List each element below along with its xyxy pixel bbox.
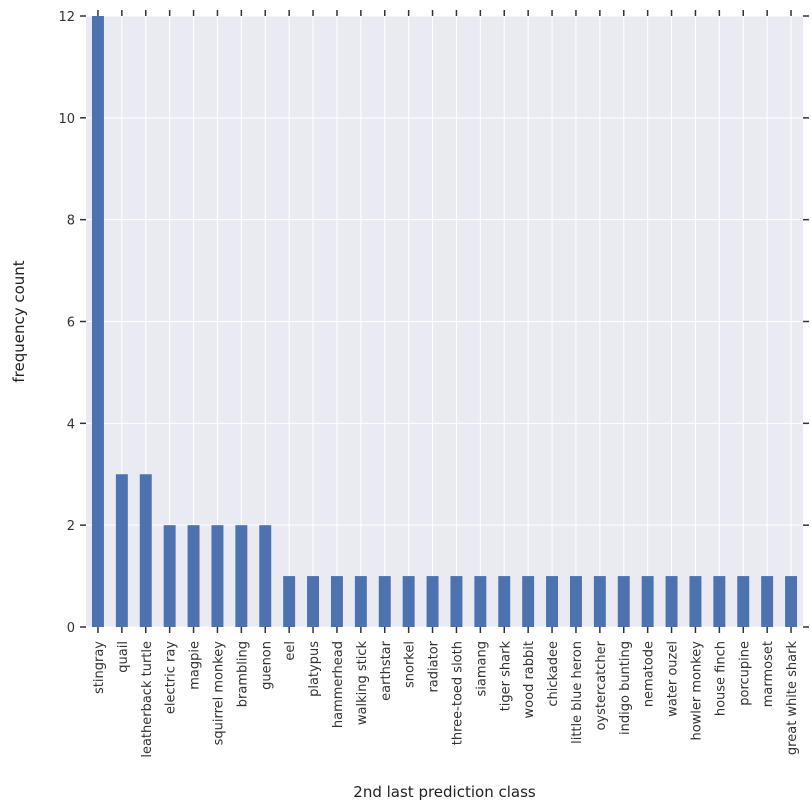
x-tick-label: eel [283, 641, 298, 661]
bar-three-toed-sloth [450, 576, 463, 627]
x-tick-label: electric ray [164, 641, 179, 714]
bar-brambling [235, 525, 248, 627]
bar-siamang [474, 576, 487, 627]
x-tick-label: hammerhead [331, 641, 346, 728]
bar-marmoset [761, 576, 774, 627]
x-tick-label: water ouzel [666, 641, 681, 717]
bar-nematode [641, 576, 654, 627]
x-tick-label: three-toed sloth [450, 641, 465, 745]
bar-guenon [259, 525, 272, 627]
bar-earthstar [378, 576, 391, 627]
x-tick-label: quail [116, 641, 131, 673]
x-tick-label: great white shark [785, 641, 800, 756]
x-tick-label: walking stick [355, 641, 370, 726]
x-tick-label: nematode [642, 641, 657, 707]
x-tick-label: howler monkey [689, 641, 704, 741]
bar-tiger-shark [498, 576, 511, 627]
ticks [80, 10, 809, 633]
y-tick-label: 10 [58, 112, 75, 127]
bar-platypus [307, 576, 320, 627]
bars [91, 16, 798, 627]
bar-wood-rabbit [522, 576, 535, 627]
bar-magpie [187, 525, 200, 627]
bar-chickadee [546, 576, 559, 627]
x-tick-label: snorkel [403, 641, 418, 688]
bar-eel [283, 576, 296, 627]
x-tick-label: siamang [474, 641, 489, 696]
bar-squirrel-monkey [211, 525, 224, 627]
x-tick-label: brambling [235, 641, 250, 707]
x-tick-label: magpie [188, 641, 203, 690]
bar-little-blue-heron [569, 576, 582, 627]
x-tick-label: marmoset [761, 641, 776, 707]
x-tick-label: leatherback turtle [140, 641, 155, 758]
x-tick-label: porcupine [737, 641, 752, 706]
x-tick-label: chickadee [546, 641, 561, 707]
x-tick-label: guenon [259, 641, 274, 690]
bar-quail [115, 474, 128, 627]
y-axis-title: frequency count [10, 260, 28, 382]
x-tick-label: squirrel monkey [211, 641, 226, 746]
y-tick-label: 0 [67, 621, 75, 636]
x-tick-label: house finch [713, 641, 728, 716]
x-tick-label: wood rabbit [522, 641, 537, 718]
x-axis-title: 2nd last prediction class [353, 783, 536, 801]
y-tick-label: 4 [67, 417, 75, 432]
x-tick-label: platypus [307, 641, 322, 697]
bar-electric-ray [163, 525, 176, 627]
bar-oystercatcher [593, 576, 606, 627]
y-tick-label: 2 [67, 519, 75, 534]
x-tick-label: indigo bunting [618, 641, 633, 735]
bar-snorkel [402, 576, 415, 627]
bar-indigo-bunting [617, 576, 630, 627]
x-tick-label: stingray [92, 641, 107, 694]
bar-hammerhead [330, 576, 343, 627]
x-tick-label: radiator [427, 640, 442, 692]
bar-porcupine [737, 576, 750, 627]
bar-walking-stick [354, 576, 367, 627]
y-tick-label: 8 [67, 214, 75, 229]
bar-house-finch [713, 576, 726, 627]
bar-great-white-shark [785, 576, 798, 627]
bar-water-ouzel [665, 576, 678, 627]
y-tick-labels: 0 2 4 6 8 10 12 [58, 10, 75, 636]
x-tick-label: tiger shark [498, 641, 513, 712]
x-tick-label: oystercatcher [594, 640, 609, 730]
y-tick-label: 12 [58, 10, 75, 25]
bar-radiator [426, 576, 439, 627]
bar-stingray [91, 16, 104, 627]
bar-howler-monkey [689, 576, 702, 627]
x-tick-labels: stingray quail leatherback turtle electric … [92, 640, 800, 757]
bar-leatherback-turtle [139, 474, 152, 627]
x-tick-label: little blue heron [570, 641, 585, 744]
y-tick-label: 6 [67, 316, 75, 331]
x-tick-label: earthstar [379, 640, 394, 700]
